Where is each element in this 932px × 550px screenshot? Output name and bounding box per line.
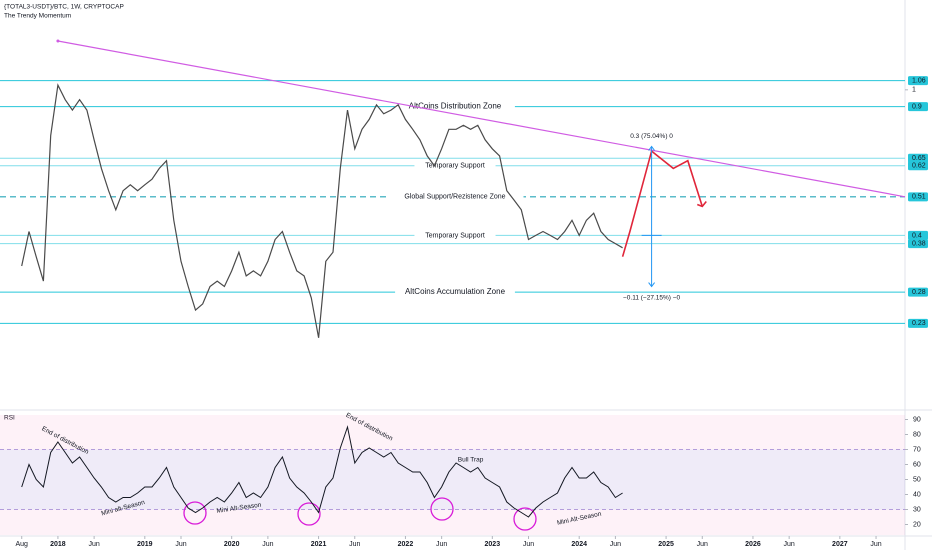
y-tick-label: 0.62 [912,163,926,170]
x-tick-label: 2021 [311,541,327,548]
highlight-circle [183,501,207,525]
y-tick-label: 40 [913,491,921,498]
x-tick-label: Jun [88,541,99,548]
projection-arrowhead [696,200,707,208]
highlight-circle [430,497,454,521]
y-tick-label: 70 [913,446,921,453]
price-line [21,83,623,338]
x-tick-label: 2020 [224,541,240,548]
x-tick-label: Jun [349,541,360,548]
price-tag [908,230,928,240]
chart-title: {TOTAL3-USDT}/BTC, 1W, CRYPTOCAP [4,4,124,11]
x-tick-label: Jun [262,541,273,548]
level-label: AltCoins Distribution Zone [409,102,502,111]
trendline-anchor [56,39,60,43]
x-tick-label: Jun [610,541,621,548]
y-tick-label: 60 [913,461,921,468]
y-tick-label: 1 [912,87,916,94]
highlight-circle [513,507,537,531]
price-tag [908,239,928,249]
rsi-upper-zone [0,415,905,450]
x-tick-label: 2019 [137,541,153,548]
y-tick-label: 0.38 [912,240,926,247]
level-label: Global Support/Rezistence Zone [404,194,505,201]
price-tag [908,192,928,202]
x-tick-label: Jun [870,541,881,548]
level-label: Temporary Support [425,163,485,170]
chart-subtitle: The Trendy Momentum [4,13,71,20]
measure-up-label: 0.3 (75.04%) 0 [630,133,673,140]
y-tick-label: 90 [913,416,921,423]
y-tick-label: 1.06 [912,77,926,84]
measure-down-head [648,282,655,288]
price-tag [908,76,928,86]
x-tick-label: Jun [523,541,534,548]
x-tick-label: Jun [697,541,708,548]
y-tick-label: 0.28 [912,289,926,296]
projection-line [621,149,704,257]
level-label-bg [414,160,496,171]
measure-down-label: −0.11 (−27.15%) −0 [623,294,681,301]
y-tick-label: 0.51 [912,194,926,201]
level-label: Temporary Support [425,232,485,239]
rsi-line [21,425,623,518]
level-label-bg [395,287,515,298]
y-tick-label: 30 [913,506,921,513]
trendline [57,40,906,198]
x-tick-label: Jun [175,541,186,548]
x-tick-label: Jun [436,541,447,548]
x-tick-label: Aug [15,541,28,548]
price-tag [908,153,928,163]
rsi-title: RSI [4,415,15,422]
level-label-bg [414,230,496,241]
price-tag [908,161,928,171]
x-tick-label: Jun [784,541,795,548]
x-tick-label: 2027 [832,541,848,548]
level-label: AltCoins Accumulation Zone [405,287,506,296]
x-tick-label: 2022 [398,541,414,548]
x-tick-label: 2023 [485,541,501,548]
y-tick-label: 20 [913,521,921,528]
y-tick-label: 50 [913,476,921,483]
price-tag [908,102,928,112]
rsi-background [0,415,905,535]
price-tag [908,287,928,297]
y-tick-label: 0.9 [912,103,922,110]
measure-up-head [648,145,655,151]
x-tick-label: 2025 [658,541,674,548]
rsi-annotation: Bull Trap [458,457,484,464]
y-tick-label: 80 [913,431,921,438]
price-tag [908,318,928,328]
highlight-circle [297,502,321,526]
x-tick-label: 2018 [50,541,66,548]
rsi-band [0,449,905,510]
x-tick-label: 2024 [571,541,587,548]
y-tick-label: 0.65 [912,155,926,162]
y-tick-label: 0.4 [912,232,922,239]
x-tick-label: 2026 [745,541,761,548]
level-label-bg [395,101,515,112]
y-tick-label: 0.23 [912,320,926,327]
level-label-bg [386,191,524,202]
